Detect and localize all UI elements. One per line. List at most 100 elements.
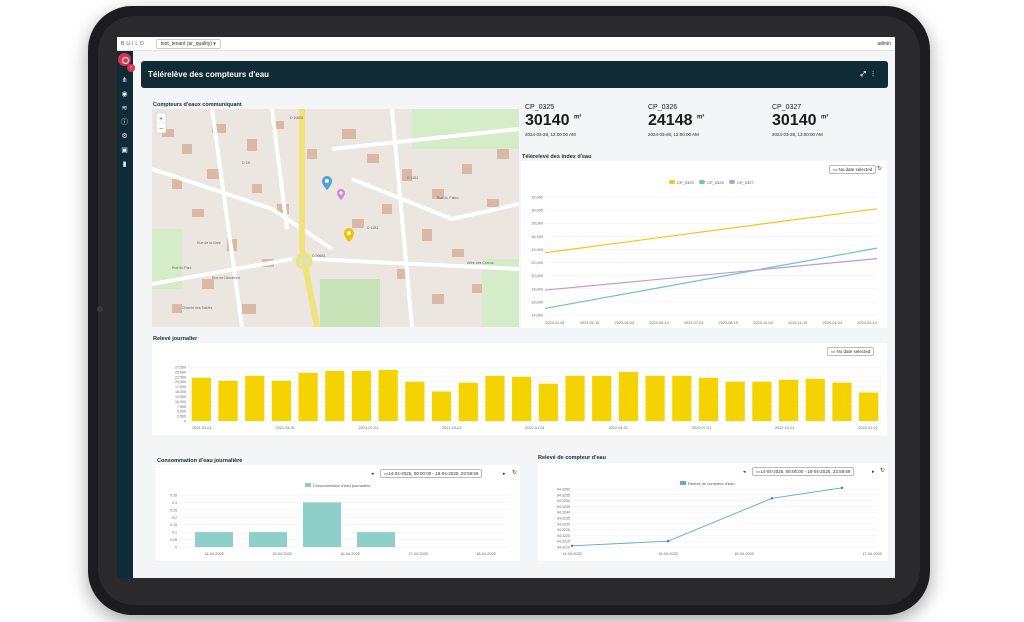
- x-tick-label: 2023-01-01: [858, 426, 877, 430]
- bar: [565, 375, 585, 421]
- legend-swatch: [305, 483, 311, 487]
- map-marker-cp0326[interactable]: [322, 176, 332, 190]
- x-tick-label: 2023-01-01: [545, 321, 564, 325]
- bar: [303, 502, 341, 547]
- y-tick-label: 25,000: [175, 370, 186, 374]
- meter-card-cp0327: CP_0327 30140 m³ 2024-03-28, 13:00:00 AM: [768, 101, 888, 148]
- x-tick-label: 2021-04-01: [276, 426, 295, 430]
- x-tick-label: 2024-01-04: [823, 321, 842, 325]
- card-value: 30140 m³: [525, 112, 637, 130]
- meter-date-range[interactable]: ▭14-04-2025, 00:00:00 - 18-04-2025, 23:5…: [752, 467, 855, 476]
- refresh-icon[interactable]: ↻: [512, 470, 518, 476]
- y-tick-label: 0.35: [170, 494, 177, 498]
- nav-expand-icon[interactable]: ›: [127, 64, 135, 72]
- bar: [195, 532, 233, 547]
- next-range-icon[interactable]: ▸: [503, 471, 506, 477]
- bar: [458, 382, 478, 421]
- y-tick-label: 0.3: [172, 501, 177, 505]
- x-tick-label: 17-04-2025: [862, 552, 881, 556]
- card-value: 30140 m³: [772, 112, 884, 130]
- x-tick-label: 15-04-2025: [272, 552, 291, 556]
- bar: [725, 381, 745, 421]
- meter-chart-title: Relevé de compteur d'eau: [538, 455, 606, 461]
- y-tick-label: 27,500: [175, 366, 186, 370]
- bar: [512, 376, 532, 421]
- legend-swatch: [680, 481, 686, 485]
- card-value-number: 30140: [525, 112, 570, 129]
- next-range-icon[interactable]: ▸: [872, 469, 875, 475]
- legend-label: Relevé de compteur d'eau: [688, 481, 735, 486]
- zoom-out-button[interactable]: −: [159, 126, 163, 133]
- card-value-number: 24148: [648, 112, 693, 129]
- toolbox-icon[interactable]: ▣: [121, 147, 128, 154]
- card-date: 2024-03-28, 12:00:00 AM: [525, 132, 576, 137]
- x-tick-label: 2021-01-01: [192, 426, 211, 430]
- logo-text: BUILD: [121, 40, 146, 47]
- info-icon[interactable]: ⓘ: [121, 119, 128, 126]
- legend-label: CP_0326: [707, 180, 724, 185]
- x-tick-label: 2023-08-19: [719, 321, 738, 325]
- x-tick-label: 2022-10-01: [775, 426, 794, 430]
- x-tick-label: 18-04-2025: [476, 552, 495, 556]
- y-tick-label: 17,500: [175, 385, 186, 389]
- card-date: 2024-03-28, 13:00:00 AM: [772, 132, 823, 137]
- card-value: 24148 m³: [648, 112, 760, 130]
- bar: [191, 377, 211, 421]
- y-tick-label: 20,000: [175, 380, 186, 384]
- zoom-in-button[interactable]: +: [159, 116, 163, 123]
- x-tick-label: 2024-02-19: [857, 321, 876, 325]
- consumption-chart-panel: ◂ ▭14-04-2025, 00:00:00 - 18-04-2025, 23…: [155, 465, 520, 561]
- series-line: [544, 208, 878, 254]
- user-menu[interactable]: admin: [877, 40, 891, 47]
- map-zoom-control: + −: [155, 112, 167, 134]
- x-tick-label: 17-04-2025: [408, 552, 427, 556]
- prev-range-icon[interactable]: ◂: [371, 471, 374, 477]
- card-unit: m³: [820, 114, 829, 121]
- refresh-icon[interactable]: ↻: [880, 468, 886, 474]
- x-tick-label: 2023-07-04: [684, 321, 703, 325]
- dashboard-icon[interactable]: ◉: [121, 91, 128, 98]
- y-tick-label: 28,000: [531, 222, 543, 226]
- series-line: [544, 258, 878, 291]
- map-road-label: Rue du Pateu: [437, 196, 458, 200]
- index-date-button[interactable]: ▭ No date selected: [829, 165, 877, 174]
- expand-icon[interactable]: ⤢: [860, 70, 873, 78]
- map-marker-cp0325[interactable]: [344, 228, 354, 242]
- y-tick-label: 15,000: [175, 390, 186, 394]
- bar: [538, 383, 558, 421]
- bar: [752, 381, 772, 421]
- bookmark-icon[interactable]: ▮: [122, 161, 127, 168]
- map-view[interactable]: D 996B1 D 11B1 D 1B Rue du Pateu Allée d…: [152, 109, 519, 327]
- card-date: 2024-03-28, 12:00:00 AM: [648, 132, 699, 137]
- map-road-label: D 1B: [242, 161, 250, 165]
- refresh-icon[interactable]: ↻: [877, 166, 883, 172]
- home-icon[interactable]: [118, 53, 131, 66]
- legend-swatch: [669, 180, 675, 184]
- prev-range-icon[interactable]: ◂: [743, 469, 746, 475]
- meter-card-cp0326: CP_0326 24148 m³ 2024-03-28, 12:00:00 AM: [644, 101, 764, 148]
- bar: [357, 532, 395, 547]
- y-tick-label: 94.3255: [557, 493, 570, 497]
- index-chart-panel: ▭ No date selected ↻ CP_0325 CP_0326 CP_03…: [521, 161, 887, 328]
- bar: [245, 375, 265, 421]
- tenant-select[interactable]: test_tenant (ar_quality) ▾: [155, 38, 221, 49]
- index-line-chart: CP_0325 CP_0326 CP_0327 14,000 16,000 18,000 2…: [531, 180, 878, 325]
- bar: [378, 369, 398, 421]
- settings-icon[interactable]: ⚙: [121, 133, 128, 140]
- x-tick-label: 16-04-2025: [734, 552, 753, 556]
- y-tick-label: 94.3220: [557, 534, 570, 538]
- meter-date-label: 14-04-2025, 00:00:00 - 18-04-2025, 23:59…: [760, 469, 851, 474]
- more-vertical-icon[interactable]: ⋮: [872, 70, 880, 78]
- map-road-label: Rue de la Gare: [197, 241, 221, 245]
- daily-date-button[interactable]: ▭ No date selected: [827, 347, 875, 356]
- map-title: Compteurs d'eaux communiquant: [153, 102, 242, 108]
- hierarchy-icon[interactable]: ⋔: [121, 77, 128, 84]
- y-tick-label: 94.3245: [557, 505, 570, 509]
- bar: [832, 382, 852, 421]
- layers-icon[interactable]: ≋: [121, 105, 128, 112]
- consumption-date-range[interactable]: ▭14-04-2025, 00:00:00 - 18-04-2025, 23:5…: [380, 469, 483, 478]
- map-marker-cp0327[interactable]: [337, 189, 345, 200]
- x-tick-label: 15-04-2025: [658, 552, 677, 556]
- bar: [298, 372, 318, 421]
- y-tick-label: 14,000: [531, 314, 543, 318]
